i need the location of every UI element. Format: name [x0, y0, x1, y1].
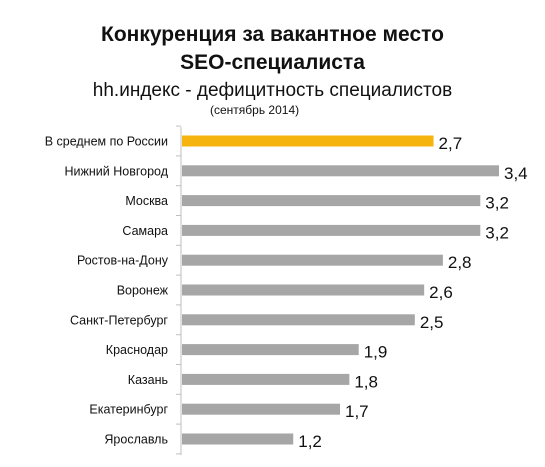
value-label: 3,2	[485, 194, 509, 213]
bar	[182, 373, 350, 385]
value-label: 2,8	[448, 253, 472, 272]
bar	[182, 254, 443, 266]
category-label: Ярославль	[104, 433, 168, 447]
value-label: 1,8	[354, 372, 378, 391]
category-label: Ростов-на-Дону	[77, 254, 169, 268]
value-label: 3,4	[504, 164, 528, 183]
value-label: 1,7	[345, 402, 369, 421]
category-label: Казань	[128, 373, 168, 387]
category-label: Екатеринбург	[89, 403, 168, 417]
bar	[182, 224, 481, 236]
bar	[182, 344, 359, 356]
period-note: (сентябрь 2014)	[210, 103, 300, 117]
bar	[182, 165, 499, 177]
category-label: Санкт-Петербург	[70, 313, 168, 327]
category-label: Нижний Новгород	[65, 164, 169, 178]
chart-title-line2: SEO-специалиста	[180, 51, 365, 74]
category-label: Воронеж	[117, 284, 169, 298]
category-label: Краснодар	[106, 343, 168, 357]
chart-subtitle: hh.индекс - дефицитность специалистов	[92, 80, 453, 101]
value-label: 2,5	[420, 313, 444, 332]
category-label: В среднем по России	[45, 135, 168, 149]
value-label: 2,6	[429, 283, 453, 302]
value-label: 1,2	[298, 432, 322, 451]
bar	[182, 195, 481, 207]
category-label: Москва	[125, 194, 168, 208]
bar	[182, 284, 425, 296]
bar	[182, 314, 415, 326]
bar	[182, 433, 294, 445]
value-label: 3,2	[485, 223, 509, 242]
bar	[182, 135, 434, 147]
category-label: Самара	[122, 224, 168, 238]
value-label: 2,7	[439, 134, 463, 153]
chart-title-line1: Конкуренция за вакантное место	[101, 23, 444, 46]
value-label: 1,9	[364, 343, 388, 362]
bar	[182, 403, 340, 415]
